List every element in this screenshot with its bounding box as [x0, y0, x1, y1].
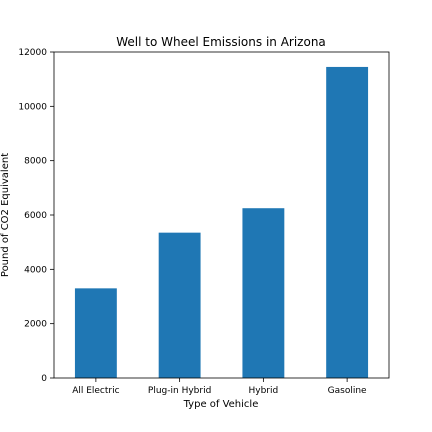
y-tick-label: 2000: [24, 320, 47, 330]
bar-hybrid: [242, 208, 285, 378]
x-tick-label: All Electric: [72, 386, 119, 396]
bar-gasoline: [326, 66, 369, 378]
y-tick-label: 12000: [18, 48, 47, 58]
x-tick-label: Plug-in Hybrid: [148, 386, 211, 396]
y-tick-label: 10000: [18, 102, 47, 112]
y-axis-ticks: 0 2000 4000 6000 8000 10000 12000: [18, 48, 54, 384]
x-tick-label: Gasoline: [328, 386, 367, 396]
x-axis-label: Type of Vehicle: [183, 399, 259, 410]
y-tick-label: 0: [41, 374, 47, 384]
y-tick-label: 8000: [24, 157, 47, 167]
x-axis-ticks: All Electric Plug-in Hybrid Hybrid Gasoline: [72, 378, 367, 396]
chart-title: Well to Wheel Emissions in Arizona: [116, 35, 326, 49]
bar-plug-in-hybrid: [158, 232, 201, 378]
x-tick-label: Hybrid: [249, 386, 279, 396]
bar-all-electric: [74, 288, 117, 378]
y-tick-label: 6000: [24, 211, 47, 221]
y-tick-label: 4000: [24, 265, 47, 275]
bars-group: [74, 66, 369, 378]
y-axis-label: Pound of CO2 Equivalent: [0, 153, 11, 277]
